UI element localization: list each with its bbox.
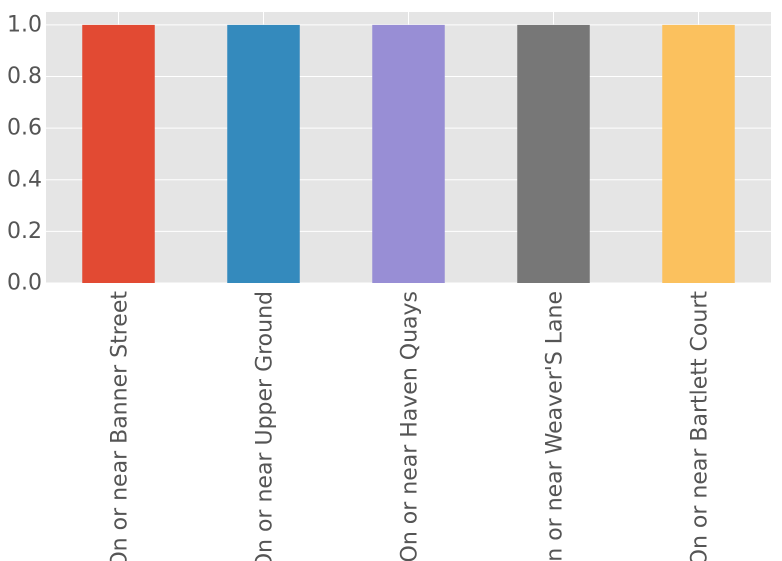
y-tick-label: 1.0 bbox=[7, 12, 42, 37]
bar bbox=[82, 24, 155, 284]
x-tick-label: On or near Upper Ground bbox=[253, 291, 278, 561]
y-axis-ticks: 0.0 0.2 0.4 0.6 0.8 1.0 bbox=[7, 12, 42, 295]
y-tick-label: 0.2 bbox=[7, 219, 42, 244]
y-tick-label: 0.6 bbox=[7, 116, 42, 141]
x-tick-label: On or near Haven Quays bbox=[398, 291, 423, 561]
bar bbox=[517, 24, 590, 284]
x-tick-label: On or near Weaver'S Lane bbox=[543, 291, 568, 561]
y-tick-label: 0.8 bbox=[7, 64, 42, 89]
y-tick-label: 0.4 bbox=[7, 167, 42, 192]
x-tick-label: On or near Banner Street bbox=[108, 291, 133, 561]
bars bbox=[82, 24, 735, 284]
y-tick-label: 0.0 bbox=[7, 271, 42, 296]
bar bbox=[227, 24, 300, 284]
bar bbox=[662, 24, 735, 284]
x-axis-ticks: On or near Banner Street On or near Upper… bbox=[108, 291, 713, 561]
bar bbox=[372, 24, 445, 284]
x-tick-label: On or near Bartlett Court bbox=[688, 291, 713, 561]
